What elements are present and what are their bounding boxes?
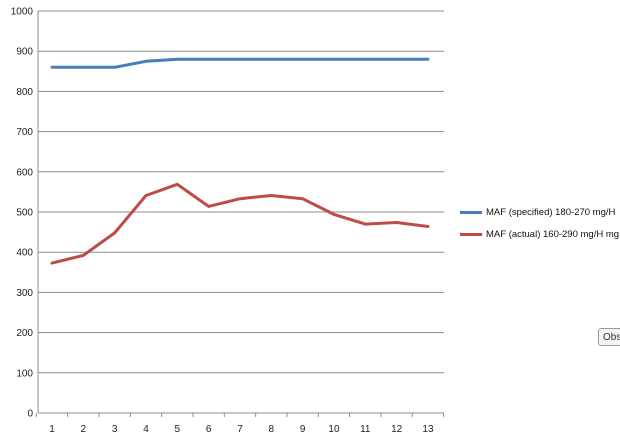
x-tick-label-7: 7: [237, 424, 243, 435]
axes: [35, 11, 445, 417]
y-tick-label-300: 300: [16, 288, 33, 299]
x-tick-label-10: 10: [328, 424, 340, 435]
y-tick-label-100: 100: [16, 368, 33, 379]
legend-item-specified: MAF (specified) 180-270 mg/H: [460, 205, 620, 219]
x-tick-label-5: 5: [175, 424, 181, 435]
y-tick-label-900: 900: [16, 47, 33, 58]
x-tick-label-9: 9: [300, 424, 306, 435]
series-lines: [50, 57, 430, 265]
legend-swatch-specified: [460, 210, 482, 214]
y-tick-labels: 0 100 200 300 400 500 600 700 800 900 1000: [11, 7, 34, 420]
gridlines: [38, 10, 444, 374]
x-tick-label-3: 3: [112, 424, 118, 435]
x-tick-labels: 1 2 3 4 5 6 7 8 9 10 11 12 13: [49, 424, 434, 435]
legend-swatch-actual: [460, 232, 482, 236]
y-tick-label-200: 200: [16, 328, 33, 339]
obs-tab[interactable]: Obs: [598, 328, 620, 346]
y-tick-label-400: 400: [16, 248, 33, 259]
y-tick-label-800: 800: [16, 87, 33, 98]
x-tick-label-4: 4: [143, 424, 149, 435]
x-tick-label-8: 8: [269, 424, 275, 435]
y-tick-label-700: 700: [16, 127, 33, 138]
legend-label-specified: MAF (specified) 180-270 mg/H: [486, 206, 616, 218]
x-tick-label-13: 13: [422, 424, 434, 435]
legend: MAF (specified) 180-270 mg/H MAF (actual…: [460, 205, 620, 249]
legend-label-actual: MAF (actual) 160-290 mg/H mg: [486, 228, 620, 240]
y-tick-label-500: 500: [16, 208, 33, 219]
y-tick-label-0: 0: [27, 409, 33, 420]
legend-item-actual: MAF (actual) 160-290 mg/H mg: [460, 227, 620, 241]
y-tick-label-1000: 1000: [11, 7, 34, 18]
x-tick-label-11: 11: [360, 424, 371, 435]
x-tick-label-2: 2: [81, 424, 87, 435]
x-tick-label-6: 6: [206, 424, 212, 435]
series-line-1: [50, 182, 430, 265]
x-tick-label-12: 12: [391, 424, 403, 435]
series-line-0: [50, 57, 430, 69]
x-tick-label-1: 1: [49, 424, 55, 435]
y-tick-label-600: 600: [16, 167, 33, 178]
